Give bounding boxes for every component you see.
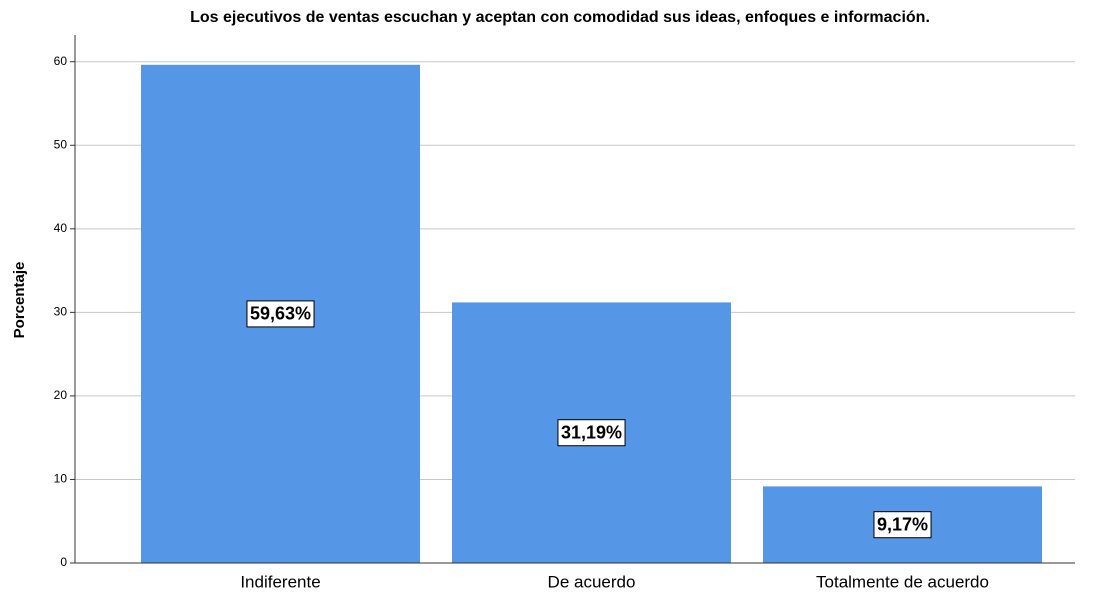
x-tick-label: Indiferente	[240, 572, 320, 591]
chart-title: Los ejecutivos de ventas escuchan y acep…	[190, 9, 930, 26]
y-axis-label: Porcentaje	[11, 262, 28, 339]
value-label: 59,63%	[250, 304, 311, 324]
value-label-box	[873, 511, 932, 539]
value-label-box	[557, 419, 626, 447]
x-tick-label: Totalmente de acuerdo	[816, 572, 989, 591]
y-tick-label: 30	[54, 305, 68, 319]
x-tick-label: De acuerdo	[548, 572, 636, 591]
y-tick-label: 40	[54, 221, 68, 235]
y-tick-label: 0	[60, 555, 67, 569]
y-tick-label: 60	[54, 54, 68, 68]
value-label: 31,19%	[561, 422, 622, 442]
y-tick-label: 20	[54, 388, 68, 402]
y-tick-label: 10	[54, 472, 68, 486]
value-label: 9,17%	[877, 514, 928, 534]
y-tick-label: 50	[54, 137, 68, 151]
value-label-box	[246, 300, 315, 328]
